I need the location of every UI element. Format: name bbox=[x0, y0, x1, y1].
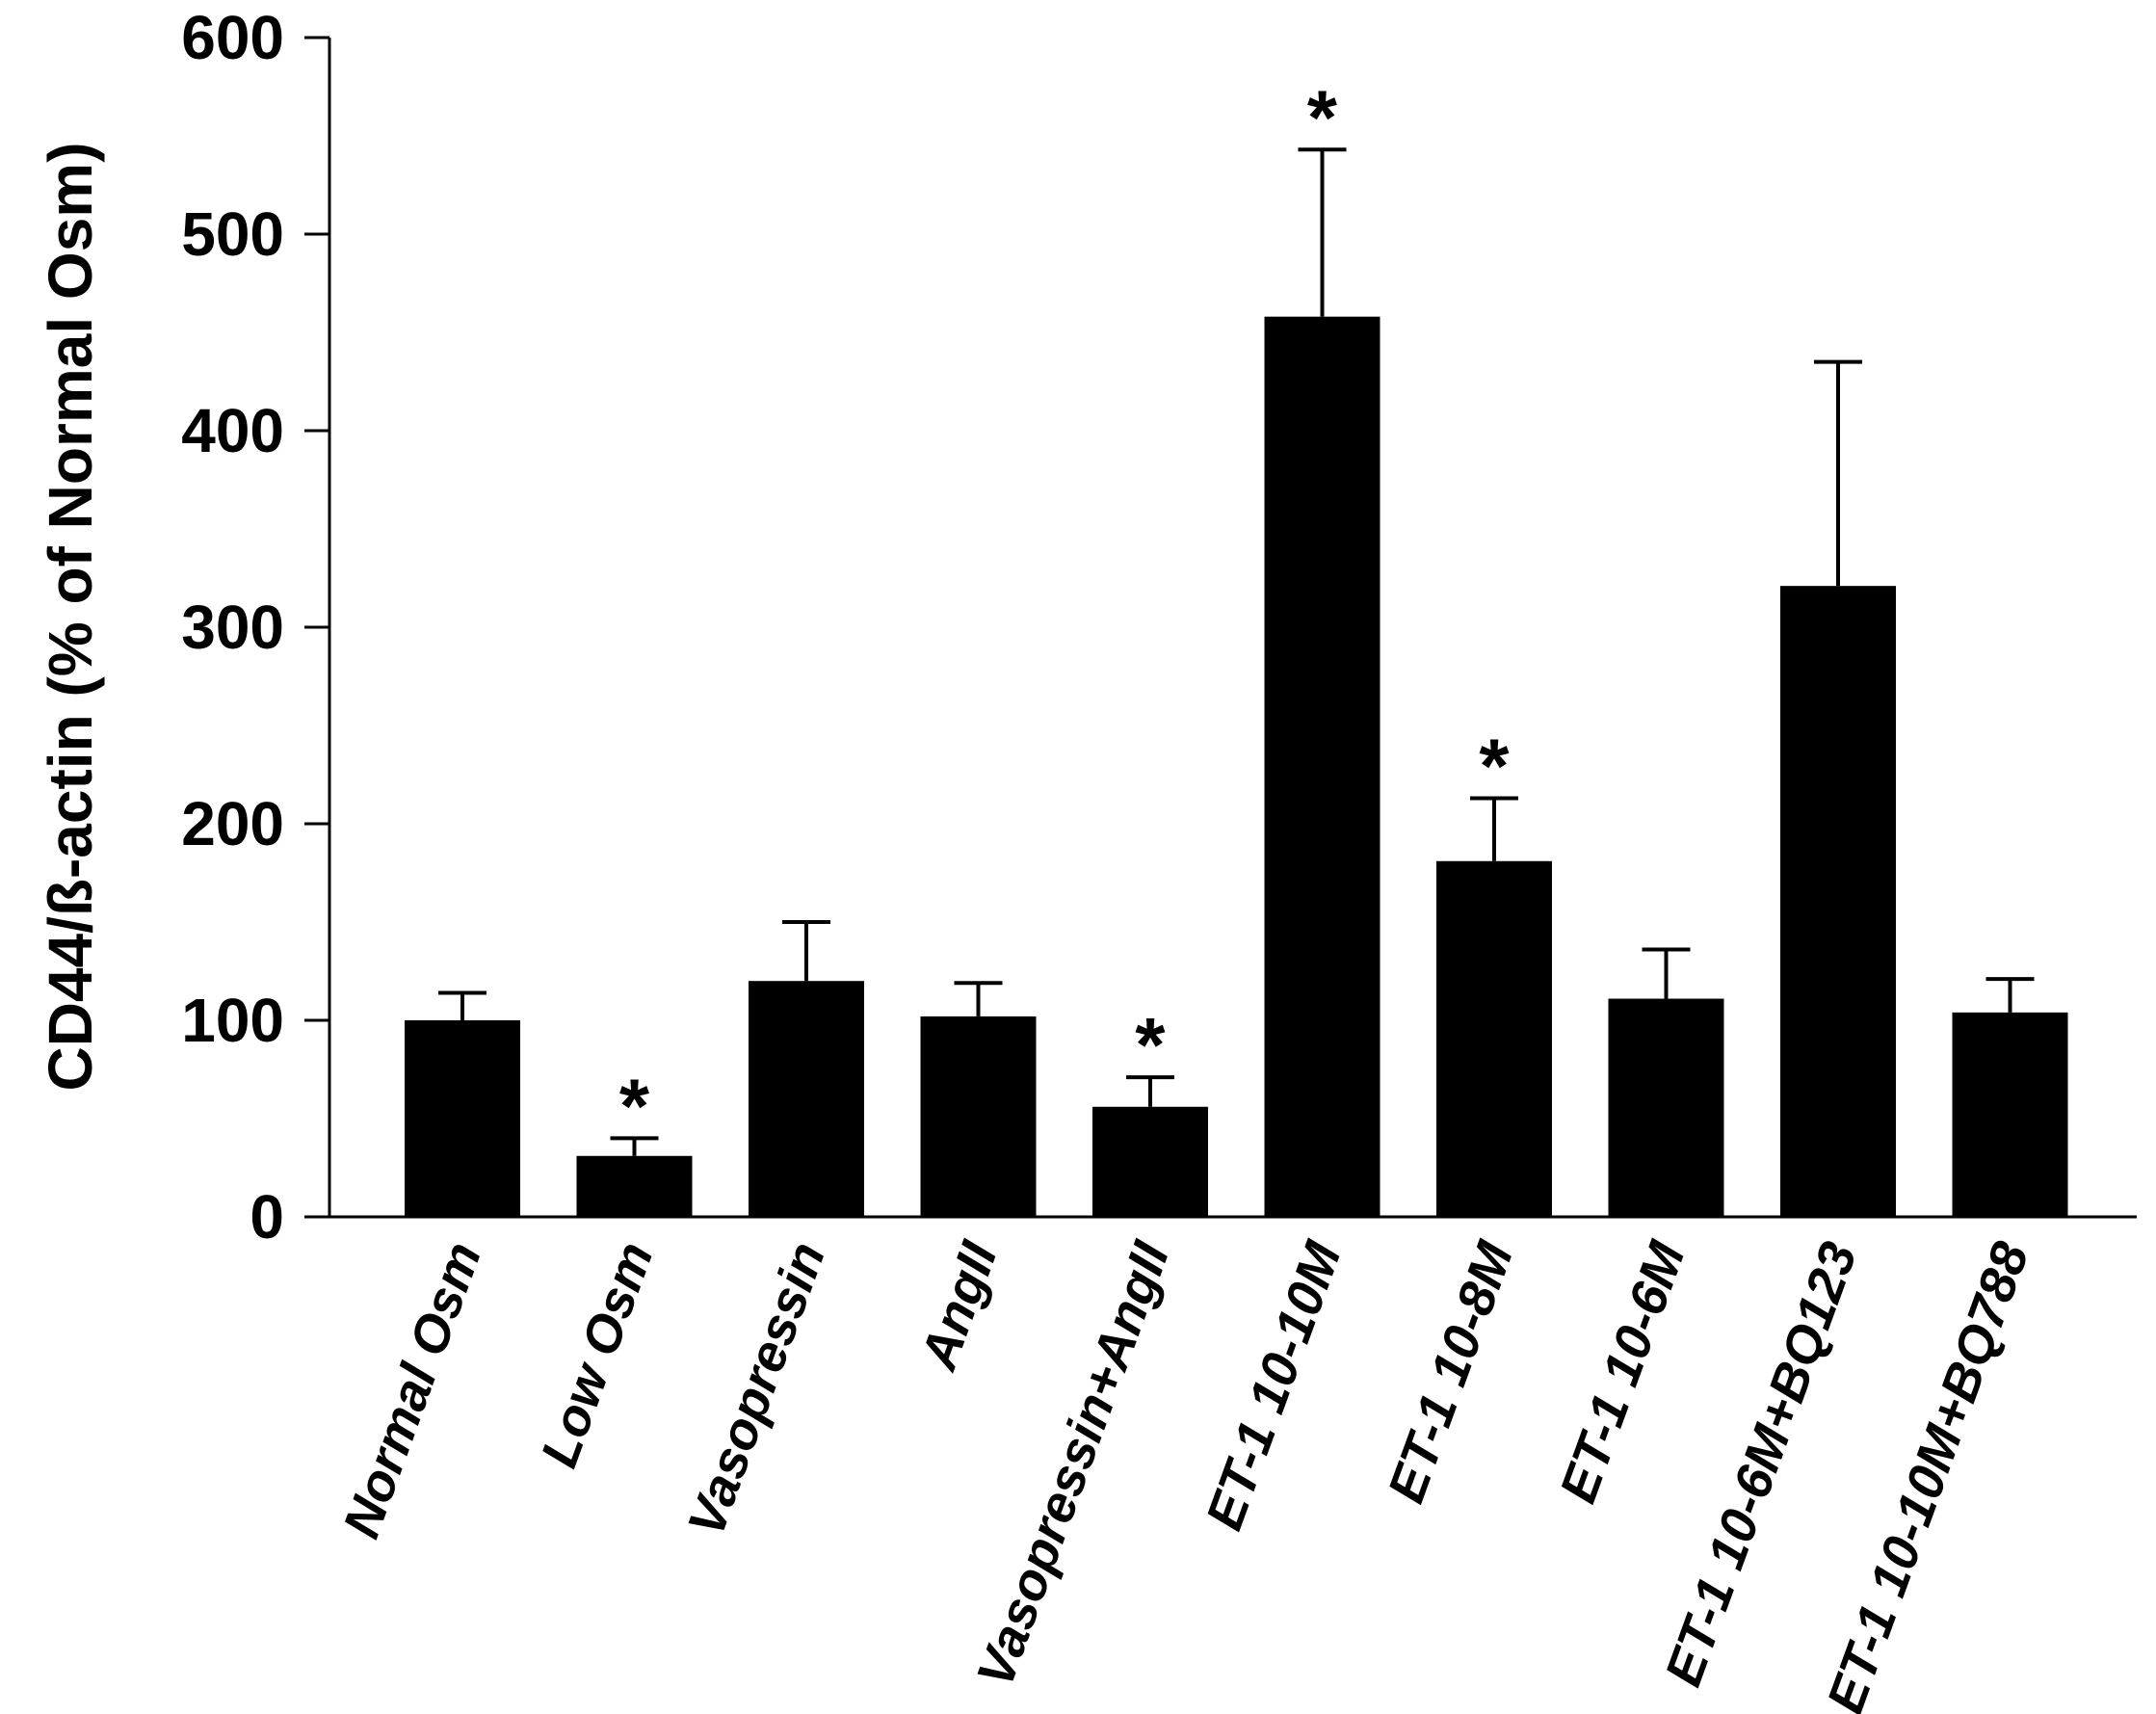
bar bbox=[920, 1015, 1037, 1217]
category-label: ET-1 10-10M+BQ788 bbox=[1816, 1235, 2039, 1714]
y-tick-label: 100 bbox=[181, 986, 284, 1055]
bar bbox=[1780, 586, 1896, 1217]
bar bbox=[749, 981, 864, 1217]
error-bars bbox=[438, 147, 2035, 1156]
significance-marker: * bbox=[619, 1063, 650, 1148]
y-tick-label: 200 bbox=[181, 789, 284, 858]
category-label: ET-1 10-10M bbox=[1196, 1234, 1353, 1538]
bar bbox=[1436, 860, 1552, 1217]
bar bbox=[405, 1020, 520, 1217]
y-axis-label: CD44/ß-actin (% of Normal Osm) bbox=[36, 142, 105, 1091]
y-axis: 0 100 200 300 400 500 600 bbox=[181, 3, 331, 1252]
significance-marker: * bbox=[1307, 74, 1338, 160]
bar bbox=[1264, 316, 1380, 1217]
significance-marker: * bbox=[1135, 1002, 1166, 1088]
y-tick-label: 500 bbox=[181, 199, 284, 269]
y-tick-label: 300 bbox=[181, 593, 284, 662]
bar bbox=[576, 1155, 693, 1217]
category-label: Vasopressin bbox=[677, 1235, 837, 1543]
category-label: Normal Osm bbox=[332, 1235, 492, 1545]
category-label: Vasopressin+AngII bbox=[966, 1234, 1181, 1695]
significance-marker: * bbox=[1479, 723, 1510, 808]
category-label: AngII bbox=[909, 1234, 1010, 1379]
category-label: ET-1 10-8M bbox=[1377, 1234, 1524, 1511]
category-labels: Normal Osm Low Osm Vasopressin AngIIVasopre… bbox=[332, 1234, 2040, 1714]
y-tick-label: 600 bbox=[181, 3, 284, 72]
category-label: ET-1 10-6M+BQ123 bbox=[1654, 1235, 1868, 1694]
y-tick-label: 400 bbox=[181, 396, 284, 465]
bar bbox=[1608, 998, 1724, 1217]
category-label: ET-1 10-6M bbox=[1549, 1234, 1696, 1511]
significance-markers: * * * * bbox=[619, 74, 1511, 1148]
bar bbox=[1952, 1012, 2068, 1217]
y-tick-label: 0 bbox=[250, 1182, 284, 1252]
bar bbox=[1092, 1106, 1208, 1217]
bars bbox=[405, 316, 2068, 1217]
category-label: Low Osm bbox=[530, 1235, 665, 1475]
